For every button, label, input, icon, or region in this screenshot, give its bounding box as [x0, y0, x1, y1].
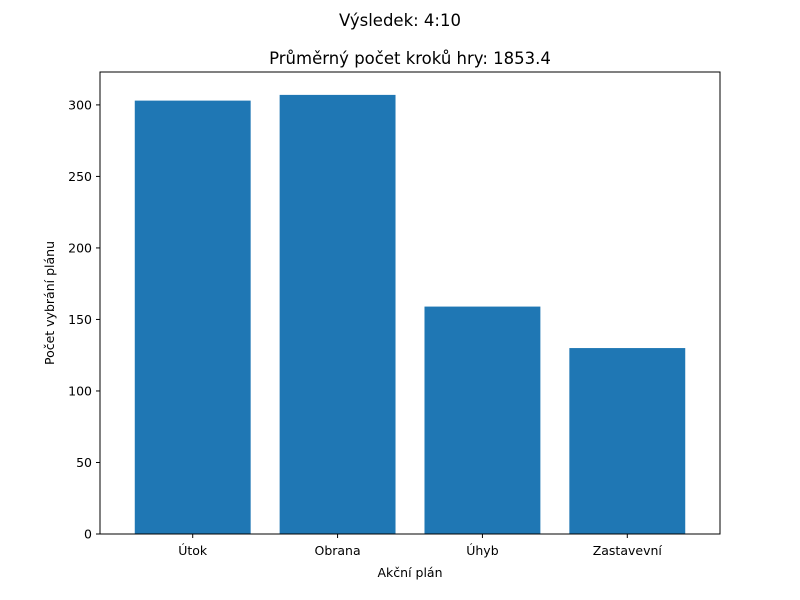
- plot-frame: [99, 71, 721, 535]
- bar-3: [424, 306, 541, 534]
- x-tick-label: Zastavevní: [593, 543, 663, 558]
- y-tick-label: 250: [68, 169, 92, 184]
- figure-suptitle: Výsledek: 4:10: [339, 11, 461, 30]
- bars-group: [134, 94, 686, 535]
- x-axis-ticks: Útok Obrana Úhyb Zastavevní: [178, 534, 662, 558]
- y-tick-label: 150: [68, 312, 92, 327]
- x-axis-label: Akční plán: [377, 565, 442, 580]
- x-tick-label: Obrana: [314, 543, 360, 558]
- y-tick-label: 0: [84, 527, 92, 542]
- y-tick-label: 50: [76, 455, 92, 470]
- y-tick-label: 200: [68, 240, 92, 255]
- x-tick-label: Útok: [178, 543, 208, 558]
- y-axis-ticks: 0 50 100 150 200 250 300: [68, 97, 100, 542]
- y-tick-label: 300: [68, 97, 92, 112]
- chart-title: Průměrný počet kroků hry: 1853.4: [269, 49, 551, 68]
- bar-2: [279, 94, 396, 534]
- y-axis-label: Počet vybrání plánu: [42, 241, 57, 365]
- y-tick-label: 100: [68, 383, 92, 398]
- bar-4: [569, 348, 686, 534]
- x-tick-label: Úhyb: [466, 543, 498, 558]
- bar-1: [134, 100, 251, 535]
